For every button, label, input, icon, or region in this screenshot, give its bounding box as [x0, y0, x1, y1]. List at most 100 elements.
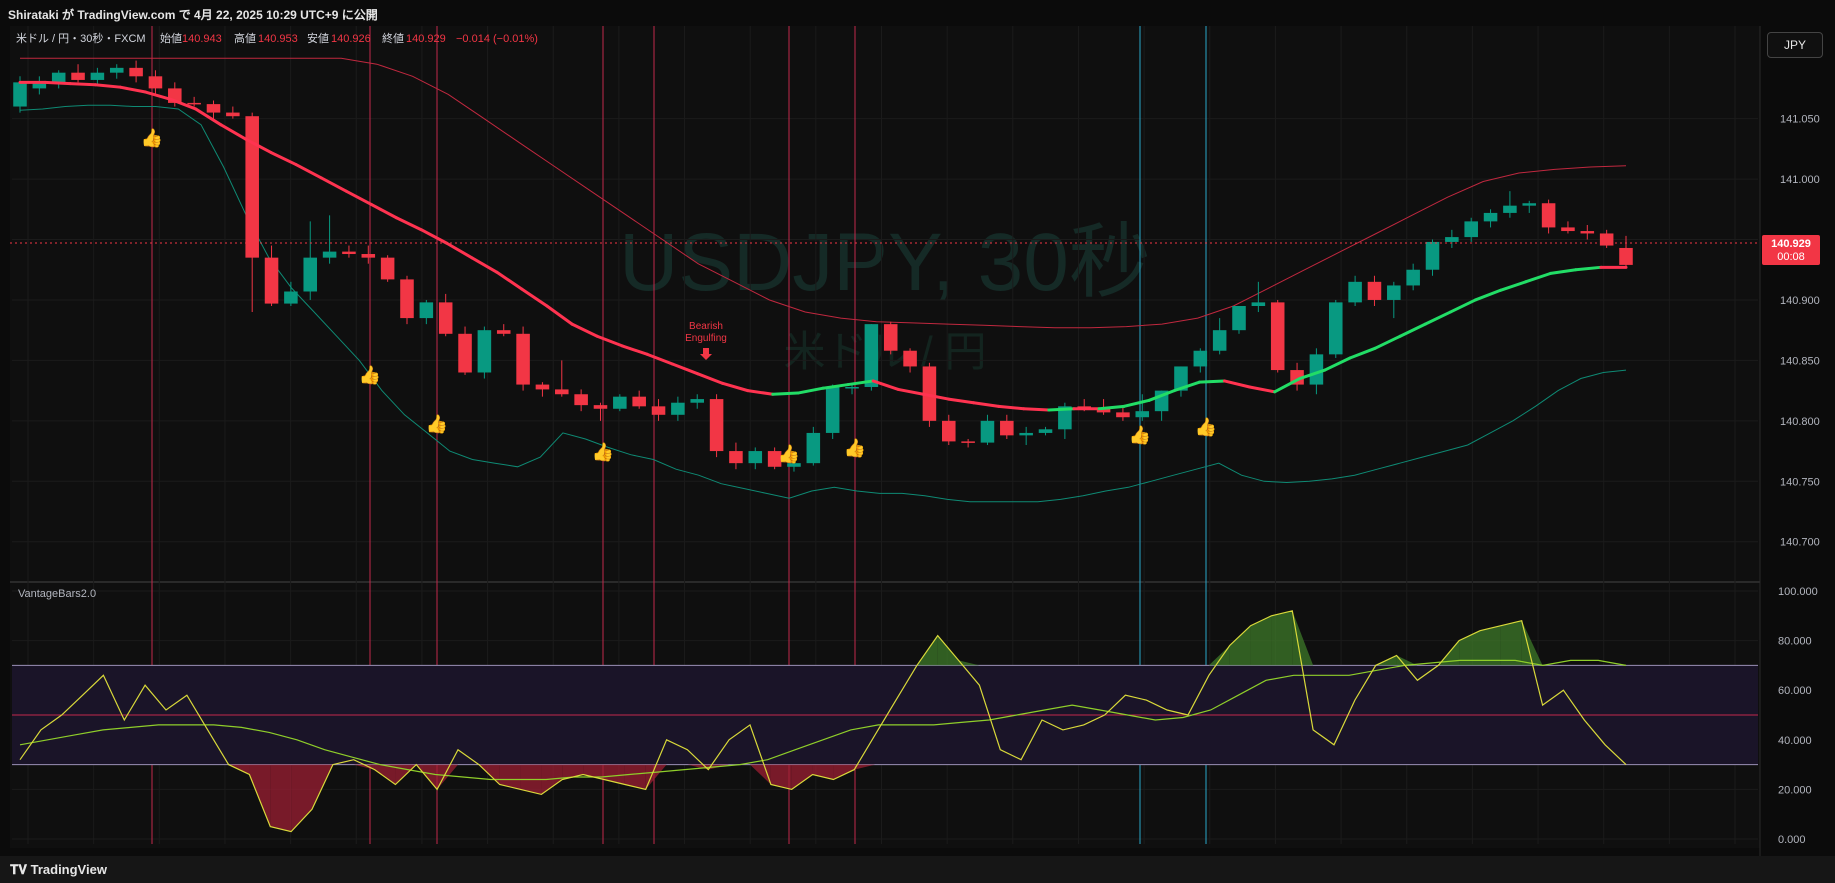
ema-segment: [846, 379, 875, 387]
signal-line: [19, 659, 1627, 781]
pattern-arrow-icon: [700, 348, 712, 360]
tv-logo-icon: 𝐓𝐕: [10, 862, 31, 877]
oversold-fill: [687, 764, 709, 770]
candle-body: [1038, 429, 1053, 433]
candle-body: [574, 394, 588, 406]
candle-body: [632, 396, 646, 407]
osc-tick-label: 0.000: [1778, 834, 1806, 846]
candle-body: [535, 384, 550, 390]
candle-body: [980, 420, 995, 443]
ema-segment: [1248, 385, 1277, 394]
candle-body: [613, 396, 627, 409]
price-chart[interactable]: USDJPY, 30秒 米ドル / 円 👍 👍 👍 👍 👍 👍 👍 👍 141.050 141.…: [0, 26, 1835, 856]
ema-segment: [972, 401, 1001, 408]
candle-body: [90, 72, 105, 80]
ema-segment: [670, 362, 700, 376]
ema-segment: [1549, 268, 1578, 275]
last-price-badge: [1762, 235, 1820, 265]
ema-segment: [43, 80, 72, 86]
candle-body: [1096, 408, 1111, 413]
ema-segment: [1448, 298, 1477, 314]
overbought-fill: [937, 635, 959, 666]
ema-segment: [620, 344, 649, 356]
ema-segment: [394, 216, 423, 232]
thumbs-up-icon: 👍: [1195, 416, 1217, 437]
ema-segment: [294, 163, 323, 180]
thumbs-up-icon: 👍: [592, 441, 614, 462]
ema-segment: [169, 97, 198, 111]
upper-band-line: [20, 57, 1627, 329]
ema-segment: [520, 287, 549, 308]
osc-tick-label: 60.000: [1778, 685, 1812, 697]
candlestick-series[interactable]: [13, 60, 1633, 472]
ema-segment: [344, 189, 373, 206]
last-price-value: 140.929: [1771, 238, 1811, 250]
candle-body: [303, 257, 318, 292]
candle-body: [1000, 420, 1014, 436]
candle-body: [1425, 241, 1440, 270]
overbought-fill: [958, 660, 980, 666]
ema-segment: [1423, 310, 1452, 326]
price-axis[interactable]: 141.050141.000140.950140.900140.850140.8…: [1780, 114, 1820, 549]
candle-body: [1561, 227, 1575, 232]
legend-close-label: 終値: [382, 31, 404, 45]
candle-body: [245, 116, 259, 258]
candle-body: [361, 254, 376, 258]
legend-low-value: 140.926: [331, 33, 371, 45]
candle-body: [148, 76, 163, 89]
candle-body: [864, 324, 879, 387]
legend-close-value: 140.929: [406, 33, 446, 45]
candle-body: [709, 399, 724, 452]
ema-segment: [1022, 407, 1051, 412]
oversold-fill: [249, 764, 271, 827]
oscillator-axis[interactable]: 100.000 80.000 60.000 40.000 20.000 0.000: [1778, 586, 1818, 846]
oversold-fill: [270, 764, 292, 832]
ema-segment: [1122, 398, 1151, 408]
candle-body: [129, 67, 143, 77]
ema-segment: [1499, 280, 1528, 292]
ema-segment: [595, 334, 624, 348]
oversold-fill: [353, 764, 375, 770]
oscillator-pane[interactable]: [12, 610, 1758, 833]
candle-body: [593, 405, 608, 409]
candle-body: [322, 251, 337, 258]
candle-body: [961, 441, 975, 443]
ema-segment: [470, 256, 499, 274]
ema-segment: [1172, 380, 1201, 393]
ema-segment: [143, 90, 173, 101]
candle-body: [845, 386, 859, 389]
oversold-fill: [374, 764, 396, 785]
candle-body: [1503, 205, 1517, 213]
thumbs-up-icon: 👍: [426, 413, 448, 434]
ema-segment: [921, 392, 950, 401]
candle-body: [1270, 302, 1285, 371]
ema-segment: [1197, 379, 1226, 384]
candle-body: [1174, 366, 1188, 391]
footer-bar: 𝐓𝐕 TradingView: [0, 856, 1835, 883]
overbought-fill: [1480, 625, 1501, 666]
candle-body: [1348, 281, 1362, 303]
candle-body: [284, 291, 298, 304]
tradingview-logo[interactable]: 𝐓𝐕 TradingView: [10, 862, 107, 878]
price-tick-label: 141.050: [1780, 114, 1820, 126]
currency-button[interactable]: JPY: [1767, 32, 1823, 58]
legend-high-value: 140.953: [258, 33, 298, 45]
candle-body: [1251, 302, 1266, 306]
candle-body: [458, 333, 472, 373]
ema-segment: [1574, 265, 1603, 272]
ema-segment: [1348, 346, 1377, 360]
candle-body: [1193, 350, 1208, 367]
indicator-name: VantageBars2.0: [18, 588, 96, 600]
candle-body: [419, 302, 434, 319]
candle-body: [226, 112, 240, 117]
ema-segment: [319, 176, 348, 193]
overbought-fill: [1250, 615, 1272, 666]
osc-tick-label: 20.000: [1778, 784, 1812, 796]
thumbs-up-icon: 👍: [359, 364, 381, 385]
candle-body: [400, 279, 414, 319]
bollinger-bands: [19, 57, 1627, 503]
overbought-fill: [1292, 610, 1314, 666]
osc-tick-label: 80.000: [1778, 636, 1812, 648]
candle-body: [555, 389, 569, 395]
ema-segment: [796, 386, 825, 395]
